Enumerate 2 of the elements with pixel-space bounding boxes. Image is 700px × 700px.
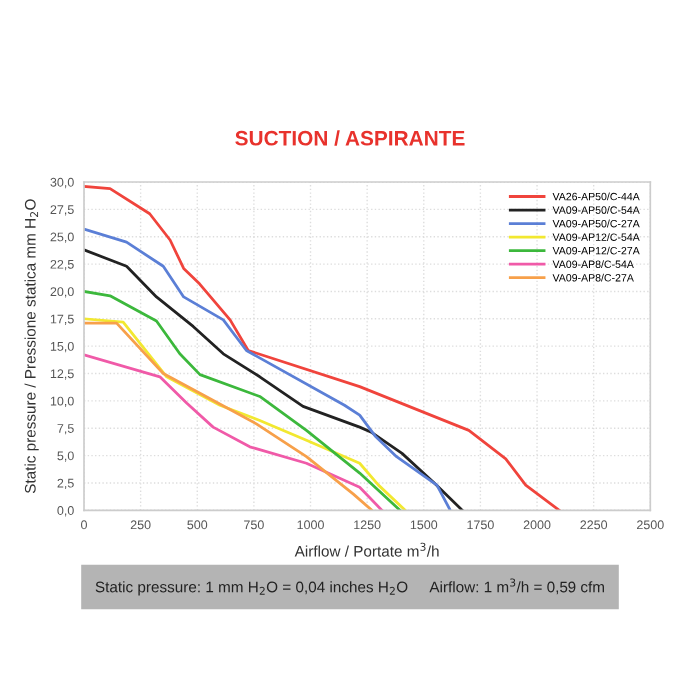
chart-title: SUCTION / ASPIRANTE [235, 130, 465, 146]
line-series [84, 353, 384, 511]
